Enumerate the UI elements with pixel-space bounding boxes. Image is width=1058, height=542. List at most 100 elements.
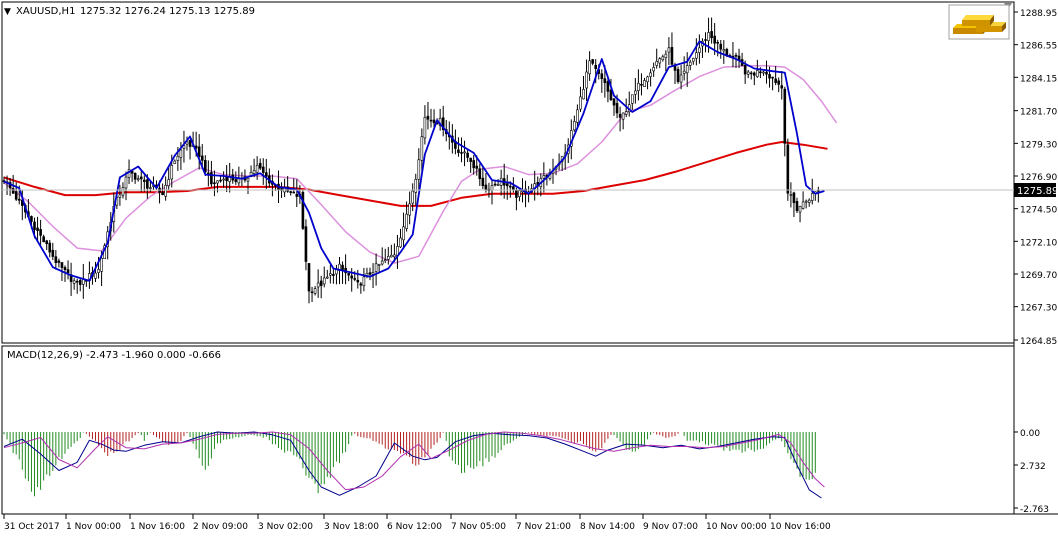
candle-body [756,70,759,77]
gold-bars-icon [948,4,1010,40]
candle-body [347,273,350,276]
collapse-icon[interactable]: ▼ [4,7,11,17]
candle-body [197,146,201,157]
candle-body [810,193,814,201]
candle-body [161,192,164,196]
candle-body [426,115,430,120]
candle-body [768,74,771,79]
candle-body [481,177,485,187]
candle-body [682,70,686,74]
candle-body [646,76,649,83]
candle-body [469,157,472,162]
fast-ma-line [3,40,825,282]
candle-body [170,165,174,180]
candle-body [188,140,192,147]
candle-body [618,113,622,118]
candle-body [39,229,42,236]
candle-body [493,183,497,186]
candle-body [176,156,180,161]
chart-header: ▼ XAUUSD,H1 1275.32 1276.24 1275.13 1275… [4,6,255,17]
candle-body [676,69,680,82]
candle-body [185,141,189,145]
candle-body [429,119,433,122]
candle-body [661,56,665,61]
candle-body [585,71,588,89]
candle-body [615,102,619,114]
candle-body [310,291,314,294]
candle-body [60,262,64,268]
price-tick-label: 1267.30 [1020,304,1057,314]
time-tick-label: 31 Oct 2017 [4,522,60,532]
time-tick-label: 6 Nov 12:00 [387,522,442,532]
macd-tick-label: 0.00 [1020,429,1040,439]
price-tick-label: 1286.55 [1020,42,1057,52]
candle-body [75,280,79,283]
candle-body [78,280,82,285]
candle-body [582,89,585,100]
candle-body [698,47,701,53]
current-price-badge [1014,183,1056,197]
candle-body [667,47,671,53]
candle-body [371,272,375,275]
long-ma-line [3,141,828,207]
candle-body [417,159,421,180]
candle-body [341,264,344,270]
candle-body [777,80,781,85]
candle-body [804,200,808,203]
candle-body [362,276,366,287]
candle-body [292,191,296,194]
price-tick-label: 1279.30 [1020,140,1057,150]
price-tick-label: 1269.70 [1020,271,1057,281]
candle-body [246,177,250,182]
candle-body [640,84,643,86]
candle-body [234,179,238,182]
candle-body [213,182,216,185]
candle-body [368,272,372,275]
candle-body [319,280,323,286]
candle-body [508,185,512,188]
current-price-label: 1275.89 [1017,186,1058,197]
candle-body [133,172,137,180]
candle-body [475,165,479,169]
candle-body [164,184,167,197]
candle-body [746,71,750,75]
candle-body [634,90,637,95]
candle-body [377,263,381,266]
candle-body [301,192,305,229]
price-tick-label: 1264.85 [1020,337,1057,347]
candle-body [289,191,293,193]
time-tick-label: 9 Nov 07:00 [643,522,698,532]
candle-body [765,71,768,75]
candle-body [11,188,15,194]
candle-body [258,162,262,169]
symbol-label: XAUUSD,H1 [16,6,75,17]
candle-body [478,168,482,180]
time-tick-label: 10 Nov 00:00 [706,522,767,532]
candle-body [658,58,662,64]
candle-body [505,183,509,187]
candle-body [97,269,100,273]
candle-body [707,32,710,42]
candle-body [759,71,762,74]
candle-body [167,179,170,187]
candle-body [36,227,39,231]
candle-body [386,256,390,260]
candle-body [670,47,674,65]
candle-body [173,160,177,165]
ohlc-label: 1275.32 1276.24 1275.13 1275.89 [80,6,255,17]
candle-body [710,31,713,39]
candle-body [630,94,634,104]
candle-body [14,191,18,200]
candle-body [48,242,52,253]
time-tick-label: 7 Nov 21:00 [516,522,571,532]
candle-body [512,186,515,190]
macd-main-line [3,431,822,499]
candle-body [374,263,378,272]
candle-body [457,149,460,153]
candle-body [200,155,204,161]
candle-body [643,80,646,88]
candle-body [780,85,784,89]
candle-body [719,43,723,50]
